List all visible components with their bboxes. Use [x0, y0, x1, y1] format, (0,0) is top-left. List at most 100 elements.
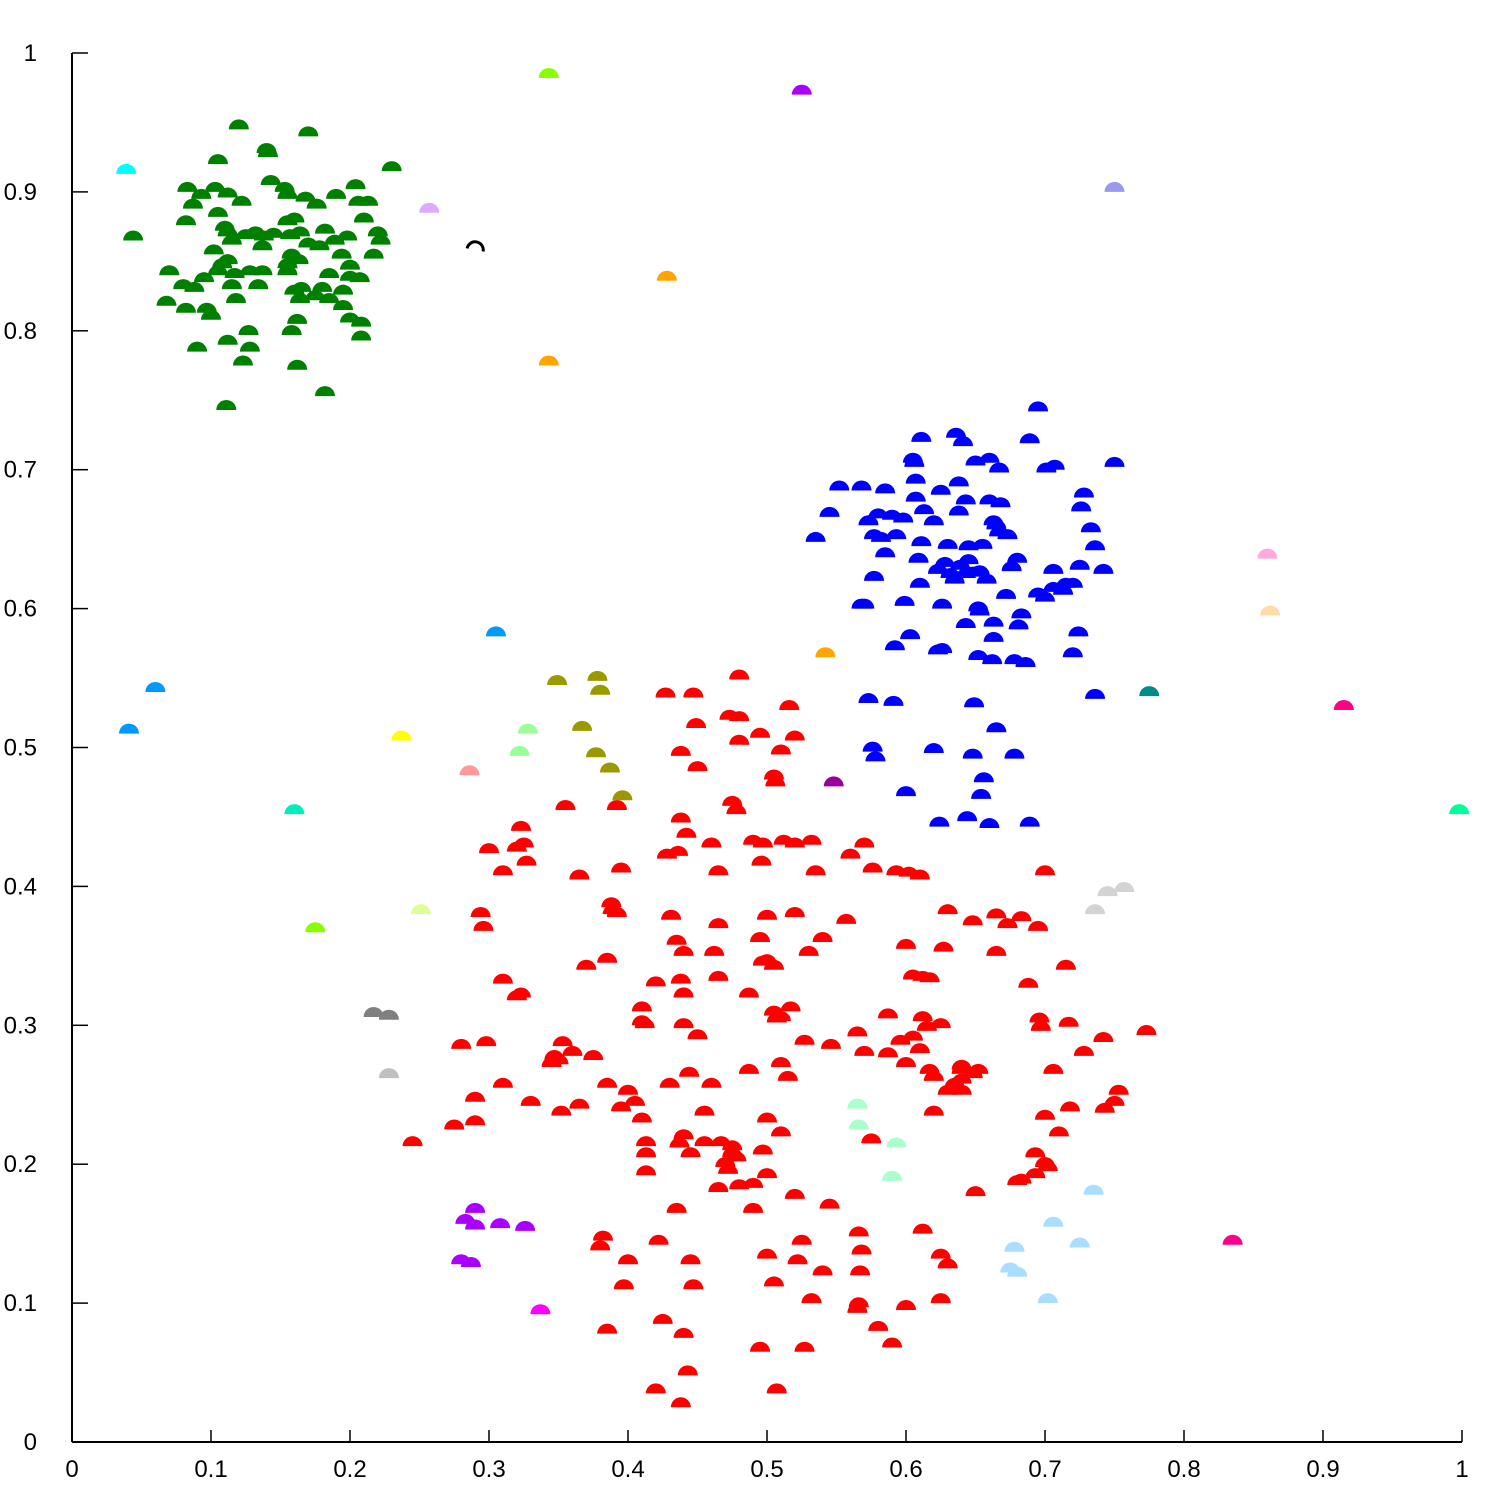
data-point [750, 727, 771, 738]
data-point [1037, 1293, 1058, 1304]
data-point [750, 931, 771, 942]
data-point [319, 293, 340, 304]
data-point [1007, 1175, 1028, 1186]
data-point [1104, 181, 1125, 192]
data-point [965, 455, 986, 466]
data-point [1053, 584, 1074, 595]
data-point [1257, 548, 1278, 559]
data-point [779, 699, 800, 710]
data-point [1136, 1025, 1157, 1036]
data-point [865, 751, 886, 762]
x-tick-label: 0.2 [333, 1456, 366, 1483]
data-point [552, 1036, 573, 1047]
data-point [326, 188, 347, 199]
data-point [669, 1137, 690, 1148]
data-point [1004, 748, 1025, 759]
x-tick-label: 0.6 [889, 1456, 922, 1483]
data-point [257, 147, 278, 158]
data-point [1007, 1266, 1028, 1277]
data-point [708, 970, 729, 981]
data-point [1085, 688, 1106, 699]
data-point [986, 908, 1007, 919]
data-point [670, 1397, 691, 1408]
data-point [896, 786, 916, 797]
data-point [673, 1018, 694, 1029]
data-point [611, 862, 632, 873]
data-point [349, 272, 370, 283]
data-point [815, 647, 836, 658]
data-point [875, 483, 896, 494]
data-point [1093, 1031, 1114, 1042]
data-point [656, 270, 677, 281]
y-tick-label: 0.8 [4, 318, 37, 345]
data-point [238, 324, 259, 335]
data-point [964, 697, 985, 708]
data-point [606, 800, 627, 811]
data-point [378, 1009, 399, 1020]
data-point [973, 772, 994, 783]
data-point [968, 1063, 989, 1074]
data-point [909, 577, 930, 588]
data-point [1080, 522, 1101, 533]
data-point [288, 254, 309, 265]
data-point [1114, 881, 1135, 892]
data-point [877, 1008, 898, 1019]
data-point [1029, 1012, 1050, 1023]
data-point [530, 1304, 551, 1315]
data-point [492, 973, 513, 984]
data-point [766, 1383, 787, 1394]
data-point [510, 820, 531, 831]
data-point [634, 1018, 655, 1029]
y-tick-label: 0.5 [4, 735, 37, 762]
data-point [752, 837, 773, 848]
data-point [882, 1170, 903, 1181]
y-tick-label: 0.4 [4, 873, 37, 900]
data-point [877, 1047, 898, 1058]
data-point [937, 538, 958, 549]
data-point [777, 1070, 798, 1081]
data-point [1004, 1241, 1025, 1252]
data-point [1069, 559, 1090, 570]
x-tick-label: 0 [65, 1456, 78, 1483]
data-point [1044, 459, 1065, 470]
data-point [794, 1341, 815, 1352]
data-point [708, 1181, 729, 1192]
data-point [923, 515, 944, 526]
data-point [937, 1258, 958, 1269]
data-point [636, 1136, 657, 1147]
data-point [465, 240, 485, 252]
data-point [704, 945, 725, 956]
data-point [221, 279, 242, 290]
data-point [1035, 591, 1055, 602]
data-point [345, 179, 366, 190]
data-point [930, 1248, 951, 1259]
data-point [309, 240, 330, 251]
data-point [708, 918, 729, 929]
y-tick-label: 0.7 [4, 457, 37, 484]
data-point [1085, 540, 1106, 551]
data-point [854, 1045, 875, 1056]
data-point [1019, 816, 1040, 827]
data-point [912, 1011, 933, 1022]
data-point [287, 313, 308, 324]
data-point [784, 730, 805, 741]
x-tick-label: 0.1 [194, 1456, 227, 1483]
data-point [289, 226, 310, 237]
data-point [979, 452, 1000, 463]
data-point [955, 618, 976, 629]
data-point [919, 972, 940, 983]
data-point [492, 1077, 513, 1088]
data-point [624, 1095, 645, 1106]
data-point [896, 938, 916, 949]
data-point [419, 202, 440, 213]
data-point [751, 855, 772, 866]
data-point [599, 762, 620, 773]
data-point [351, 316, 372, 327]
data-point [862, 741, 883, 752]
y-tick-label: 0.3 [4, 1012, 37, 1039]
data-point [847, 1026, 868, 1037]
data-point [378, 1068, 399, 1079]
data-point [916, 1020, 937, 1031]
data-point [473, 920, 494, 931]
